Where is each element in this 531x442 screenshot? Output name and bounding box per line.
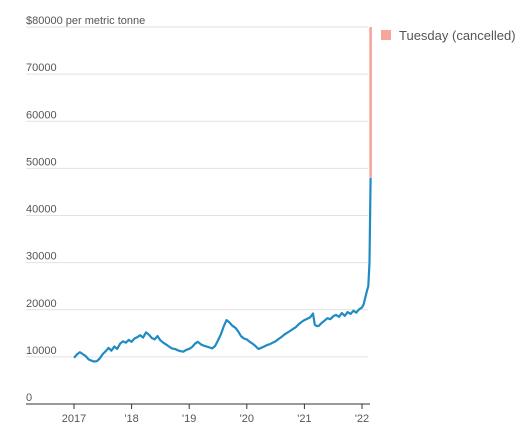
- series-line-price: [73, 177, 372, 363]
- x-tick-label: '22: [355, 413, 369, 425]
- y-tick-label: 60000: [26, 109, 57, 121]
- x-axis: 2017 '18 '19 '20 '21 '22: [26, 403, 370, 425]
- legend-label-tuesday-cancelled: Tuesday (cancelled): [399, 28, 516, 43]
- x-tick-label: 2017: [62, 413, 86, 425]
- legend-swatch-tuesday-cancelled: [381, 30, 391, 40]
- x-tick-label: '20: [240, 413, 254, 425]
- x-tick-label: '21: [297, 413, 311, 425]
- legend: Tuesday (cancelled): [381, 28, 516, 43]
- y-tick-label: 10000: [26, 345, 57, 357]
- y-tick-label: 30000: [26, 251, 57, 263]
- y-axis-labels: $80000 per metric tonne 70000 60000 50000 40…: [26, 15, 145, 404]
- y-tick-label: 20000: [26, 298, 57, 310]
- y-tick-label: $80000 per metric tonne: [26, 15, 145, 27]
- grid-lines: [26, 26, 368, 358]
- y-tick-label: 40000: [26, 204, 57, 216]
- y-tick-label: 0: [26, 392, 32, 404]
- x-tick-label: '19: [182, 413, 196, 425]
- series-layer: [73, 27, 372, 363]
- y-tick-label: 70000: [26, 62, 57, 74]
- y-tick-label: 50000: [26, 156, 57, 168]
- x-tick-label: '18: [124, 413, 138, 425]
